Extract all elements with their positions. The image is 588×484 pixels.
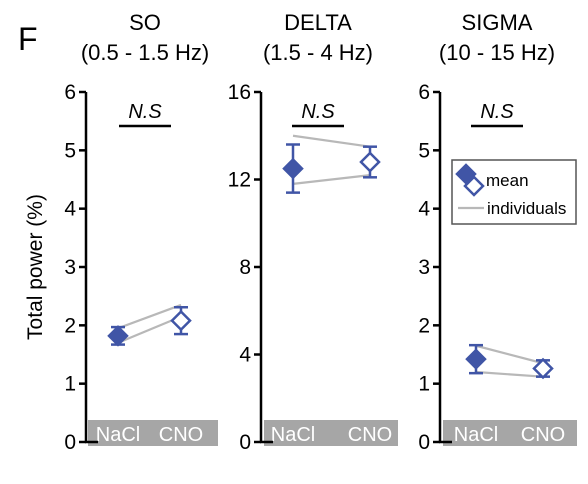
panel-title-line: SIGMA bbox=[462, 10, 533, 35]
category-label: NaCl bbox=[271, 424, 315, 446]
individual-line bbox=[117, 315, 182, 344]
y-tick-label: 3 bbox=[64, 256, 76, 279]
y-tick-label: 0 bbox=[239, 431, 251, 454]
category-label: CNO bbox=[159, 424, 203, 446]
panel-title-line: SO bbox=[129, 10, 161, 35]
y-tick-label: 1 bbox=[64, 373, 76, 396]
category-label: NaCl bbox=[454, 424, 498, 446]
category-band bbox=[264, 420, 398, 446]
mean-point-open bbox=[170, 309, 192, 332]
legend-label: mean bbox=[486, 171, 529, 190]
individual-line bbox=[117, 303, 182, 330]
y-tick-label: 0 bbox=[418, 431, 430, 454]
y-tick-label: 4 bbox=[64, 198, 76, 221]
panel-title-line: (10 - 15 Hz) bbox=[439, 40, 555, 65]
panel-title-line: DELTA bbox=[284, 10, 352, 35]
y-tick-label: 5 bbox=[64, 139, 76, 162]
panel-title-line: (0.5 - 1.5 Hz) bbox=[81, 40, 209, 65]
mean-point-open bbox=[359, 151, 381, 173]
y-tick-label: 6 bbox=[64, 81, 76, 104]
mean-point-open bbox=[532, 357, 554, 380]
y-tick-label: 4 bbox=[239, 344, 251, 367]
category-label: CNO bbox=[348, 424, 392, 446]
category-band bbox=[88, 420, 218, 446]
y-tick-label: 4 bbox=[418, 198, 430, 221]
legend-mean-open-icon bbox=[463, 175, 485, 197]
y-tick-label: 0 bbox=[64, 431, 76, 454]
panel-1: DELTA (1.5 - 4 Hz) N.S NaCl CNO 0 4 8 12 16 bbox=[228, 10, 398, 454]
y-axis-label: Total power (%) bbox=[24, 194, 47, 340]
y-tick-label: 2 bbox=[64, 314, 76, 337]
y-tick-label: 1 bbox=[418, 373, 430, 396]
individual-line bbox=[292, 134, 371, 148]
y-tick-label: 2 bbox=[418, 314, 430, 337]
panel-0: SO (0.5 - 1.5 Hz) N.S NaCl CNO 0 1 2 3 4 5 6 bbox=[64, 10, 218, 454]
significance-label: N.S bbox=[128, 101, 162, 123]
category-label: CNO bbox=[521, 424, 565, 446]
individual-line bbox=[475, 370, 544, 378]
significance-label: N.S bbox=[301, 101, 335, 123]
significance-label: N.S bbox=[480, 101, 514, 123]
panel-letter: F bbox=[18, 21, 38, 57]
panel-title-line: (1.5 - 4 Hz) bbox=[263, 40, 373, 65]
individual-line bbox=[292, 174, 371, 185]
category-label: NaCl bbox=[96, 424, 140, 446]
mean-point-filled bbox=[107, 325, 129, 347]
y-tick-label: 5 bbox=[418, 139, 430, 162]
mean-point-filled bbox=[282, 157, 304, 180]
individual-line bbox=[475, 344, 544, 365]
y-tick-label: 3 bbox=[418, 256, 430, 279]
legend: mean individuals bbox=[451, 159, 577, 225]
panel-2: SIGMA (10 - 15 Hz) N.S NaCl CNO 0 1 2 3 4 5 6 bbox=[418, 10, 577, 454]
y-tick-label: 16 bbox=[228, 81, 251, 104]
y-tick-label: 8 bbox=[239, 256, 251, 279]
y-tick-label: 6 bbox=[418, 81, 430, 104]
category-band bbox=[443, 420, 577, 446]
legend-label: individuals bbox=[487, 199, 566, 218]
y-tick-label: 12 bbox=[228, 169, 251, 192]
legend-mean-filled-icon bbox=[455, 163, 477, 185]
mean-point-filled bbox=[465, 348, 487, 370]
